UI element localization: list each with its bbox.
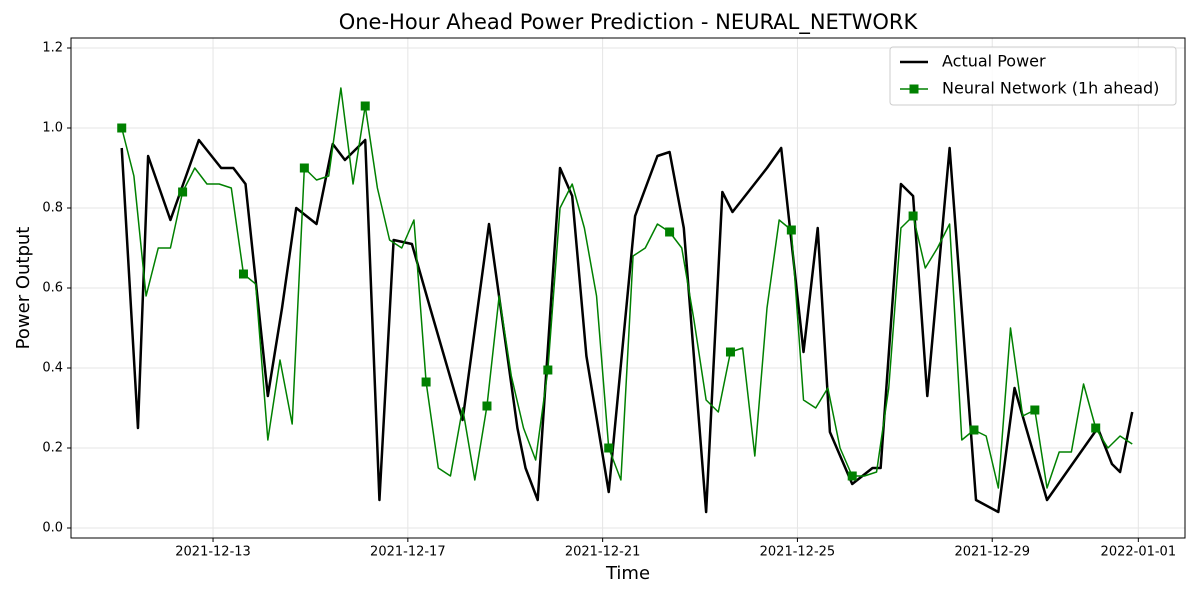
marker — [360, 101, 370, 111]
marker — [299, 163, 309, 173]
marker — [786, 225, 796, 235]
marker — [543, 365, 553, 375]
marker — [725, 347, 735, 357]
x-tick-label: 2021-12-25 — [760, 545, 836, 560]
axes-frame — [70, 37, 1186, 539]
chart-title: One-Hour Ahead Power Prediction - NEURAL… — [339, 10, 919, 35]
x-tick-label: 2021-12-21 — [565, 545, 641, 560]
x-tick-label: 2021-12-29 — [954, 545, 1030, 560]
x-tick-label: 2021-12-13 — [175, 545, 251, 560]
grid: 0.0 0.2 0.4 0.6 0.8 1.0 1.2 2021-12-13 2021-12-1… — [42, 38, 1185, 560]
marker — [238, 269, 248, 279]
y-tick-label: 0.4 — [42, 361, 63, 376]
y-tick-label: 1.0 — [42, 121, 63, 136]
marker — [604, 443, 614, 453]
marker — [908, 211, 918, 221]
plot-area — [117, 87, 1134, 514]
legend-label: Neural Network (1h ahead) — [942, 79, 1159, 98]
x-axis-label: Time — [605, 563, 650, 584]
legend-marker — [909, 84, 919, 94]
y-axis-label: Power Output — [13, 227, 34, 350]
marker — [1030, 405, 1040, 415]
series-line — [120, 138, 1134, 514]
marker — [665, 227, 675, 237]
marker — [847, 471, 857, 481]
marker — [482, 401, 492, 411]
y-tick-label: 0.6 — [42, 281, 63, 296]
marker — [969, 425, 979, 435]
marker — [117, 123, 127, 133]
y-tick-label: 1.2 — [42, 41, 63, 56]
legend: Actual Power Neural Network (1h ahead) — [889, 46, 1177, 106]
y-tick-label: 0.8 — [42, 201, 63, 216]
legend-label: Actual Power — [942, 52, 1046, 71]
y-tick-label: 0.0 — [42, 521, 63, 536]
x-tick-label: 2022-01-01 — [1101, 545, 1177, 560]
marker — [1091, 423, 1101, 433]
y-tick-label: 0.2 — [42, 441, 63, 456]
x-tick-label: 2021-12-17 — [370, 545, 446, 560]
marker — [178, 187, 188, 197]
legend-box — [889, 46, 1177, 106]
marker — [421, 377, 431, 387]
series-line — [121, 87, 1133, 489]
